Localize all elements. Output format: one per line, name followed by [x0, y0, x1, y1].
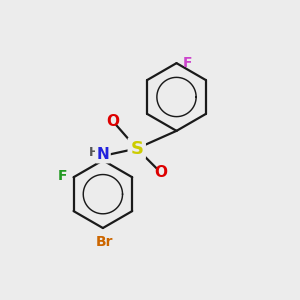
Text: H: H [88, 146, 99, 159]
Text: F: F [58, 169, 67, 183]
Text: F: F [183, 56, 193, 70]
Text: O: O [154, 165, 167, 180]
Text: O: O [106, 114, 119, 129]
Text: N: N [97, 147, 109, 162]
Text: S: S [130, 140, 143, 158]
Text: Br: Br [96, 235, 113, 248]
